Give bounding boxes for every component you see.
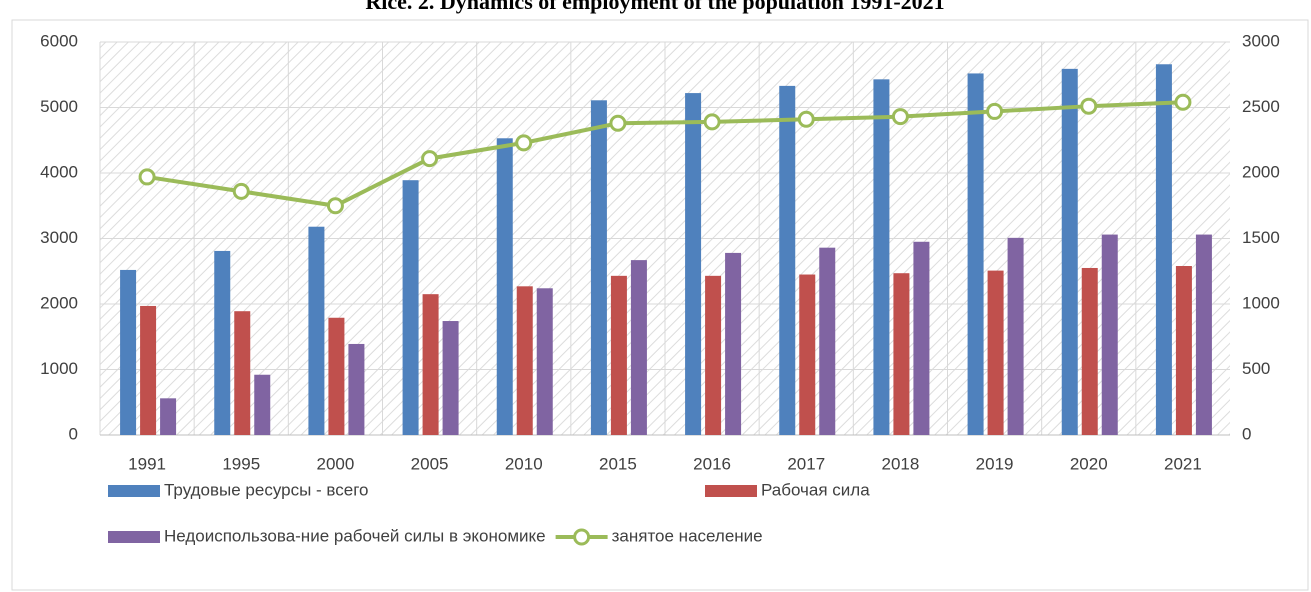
y-tick-label: 3000 — [40, 228, 78, 247]
y-tick-label: 2000 — [40, 293, 78, 312]
bar — [516, 286, 533, 435]
x-tick-label: 1995 — [222, 454, 260, 473]
x-tick-label: 2015 — [599, 454, 637, 473]
legend-label: Недоиспользова-ние рабочей силы в эконом… — [164, 526, 546, 545]
line-marker — [421, 150, 439, 168]
x-tick-label: 2010 — [505, 454, 543, 473]
legend-label: занятое население — [612, 526, 763, 545]
bar — [422, 294, 439, 435]
bar — [254, 374, 271, 435]
bar — [610, 275, 627, 435]
chart-frame — [11, 19, 1309, 591]
bar — [705, 275, 722, 435]
x-tick-label: 2016 — [693, 454, 731, 473]
line-marker — [891, 108, 909, 126]
y-tick-label: 0 — [69, 424, 78, 443]
legend-label: Рабочая сила — [761, 480, 870, 499]
bar — [234, 311, 251, 435]
bar — [893, 273, 910, 435]
x-tick-label: 2000 — [317, 454, 355, 473]
bar — [1195, 234, 1212, 435]
y2-tick-label: 0 — [1242, 424, 1251, 443]
bar — [214, 250, 231, 435]
bar — [873, 79, 890, 436]
y-tick-label: 4000 — [40, 162, 78, 181]
bar — [1007, 237, 1024, 435]
bar — [1061, 68, 1078, 435]
bar — [1175, 266, 1192, 435]
y2-tick-label: 500 — [1242, 359, 1270, 378]
bar — [913, 241, 930, 435]
bar — [1155, 64, 1172, 436]
bar — [308, 226, 325, 435]
line — [146, 100, 1184, 208]
line-marker — [609, 114, 627, 132]
y2-tick-label: 1500 — [1242, 228, 1280, 247]
line-marker — [138, 168, 156, 186]
y2-tick-label: 2000 — [1242, 162, 1280, 181]
bar — [1081, 267, 1098, 435]
bar — [140, 305, 157, 435]
bar — [1101, 234, 1118, 435]
line-marker — [326, 197, 344, 215]
bar — [819, 247, 836, 435]
bar — [987, 270, 1004, 435]
legend-swatch — [108, 531, 160, 543]
legend-swatch — [108, 485, 160, 497]
line-marker — [703, 113, 721, 131]
y-tick-label: 1000 — [40, 359, 78, 378]
y2-tick-label: 3000 — [1242, 31, 1280, 50]
legend-marker — [573, 528, 591, 546]
legend-swatch — [705, 485, 757, 497]
y2-tick-label: 2500 — [1242, 97, 1280, 116]
bar — [160, 398, 177, 435]
bar — [967, 73, 984, 435]
line-marker — [986, 102, 1004, 120]
bar — [442, 321, 459, 435]
bar — [496, 138, 513, 435]
bar — [536, 288, 553, 435]
line-marker — [797, 110, 815, 128]
y-tick-label: 6000 — [40, 31, 78, 50]
legend-label: Трудовые ресурсы - всего — [164, 480, 369, 499]
bar — [799, 274, 816, 435]
bar — [348, 343, 365, 435]
x-tick-label: 2018 — [882, 454, 920, 473]
y2-tick-label: 1000 — [1242, 293, 1280, 312]
bar — [120, 269, 137, 435]
bar — [590, 100, 607, 436]
line-marker — [515, 134, 533, 152]
bar — [685, 93, 702, 435]
line-marker — [1174, 93, 1192, 111]
x-tick-label: 2005 — [411, 454, 449, 473]
bar — [328, 317, 345, 435]
x-tick-label: 2020 — [1070, 454, 1108, 473]
x-tick-label: 2021 — [1164, 454, 1202, 473]
x-tick-label: 2017 — [787, 454, 825, 473]
x-tick-label: 1991 — [128, 454, 166, 473]
line-marker — [1080, 97, 1098, 115]
line-marker — [232, 182, 250, 200]
chart-title: Rice. 2. Dynamics of employment of the p… — [365, 0, 944, 14]
bar — [630, 260, 647, 435]
bar — [725, 252, 742, 435]
x-tick-label: 2019 — [976, 454, 1014, 473]
bar — [779, 85, 796, 435]
y-tick-label: 5000 — [40, 97, 78, 116]
bar — [402, 180, 419, 435]
